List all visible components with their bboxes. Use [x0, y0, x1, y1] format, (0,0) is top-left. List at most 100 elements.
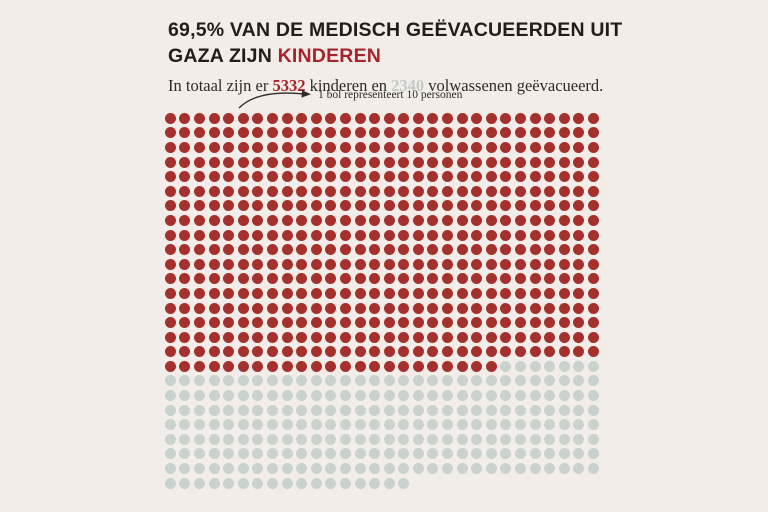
- dot-kinderen: [310, 317, 322, 329]
- dot-kinderen: [369, 156, 381, 168]
- dot-volwassenen: [456, 448, 468, 460]
- dot-kinderen: [544, 273, 556, 285]
- dot-kinderen: [223, 200, 235, 212]
- dot-volwassenen: [310, 477, 322, 489]
- dot-kinderen: [325, 258, 337, 270]
- dot-volwassenen: [281, 375, 293, 387]
- dot-kinderen: [588, 112, 600, 124]
- dot-volwassenen: [339, 477, 351, 489]
- dot-kinderen: [325, 214, 337, 226]
- dot-kinderen: [237, 214, 249, 226]
- dot-volwassenen: [208, 477, 220, 489]
- dot-volwassenen: [296, 463, 308, 475]
- dot-volwassenen: [500, 448, 512, 460]
- page-title-line1: 69,5% VAN DE MEDISCH GEËVACUEERDEN UIT: [168, 19, 623, 41]
- dot-kinderen: [296, 331, 308, 343]
- dot-kinderen: [266, 127, 278, 139]
- dot-kinderen: [529, 141, 541, 153]
- dot-kinderen: [500, 229, 512, 241]
- dot-kinderen: [398, 331, 410, 343]
- dot-volwassenen: [442, 404, 454, 416]
- dot-kinderen: [471, 258, 483, 270]
- dot-kinderen: [310, 273, 322, 285]
- dot-kinderen: [369, 185, 381, 197]
- dot-kinderen: [223, 273, 235, 285]
- dot-volwassenen: [544, 360, 556, 372]
- dot-kinderen: [412, 229, 424, 241]
- dot-kinderen: [237, 112, 249, 124]
- dot-volwassenen: [193, 375, 205, 387]
- dot-kinderen: [573, 200, 585, 212]
- dot-kinderen: [471, 346, 483, 358]
- dot-kinderen: [412, 141, 424, 153]
- dot-volwassenen: [281, 448, 293, 460]
- dot-volwassenen: [442, 375, 454, 387]
- dot-kinderen: [485, 287, 497, 299]
- dot-volwassenen: [544, 375, 556, 387]
- dot-volwassenen: [544, 448, 556, 460]
- dot-kinderen: [529, 273, 541, 285]
- dot-kinderen: [398, 200, 410, 212]
- dot-kinderen: [310, 171, 322, 183]
- dot-kinderen: [193, 287, 205, 299]
- dot-volwassenen: [500, 433, 512, 445]
- dot-kinderen: [471, 200, 483, 212]
- dot-volwassenen: [208, 390, 220, 402]
- dot-volwassenen: [237, 375, 249, 387]
- dot-kinderen: [558, 200, 570, 212]
- dot-volwassenen: [383, 419, 395, 431]
- dot-volwassenen: [588, 390, 600, 402]
- dot-volwassenen: [193, 390, 205, 402]
- dot-volwassenen: [354, 390, 366, 402]
- dot-kinderen: [383, 317, 395, 329]
- dot-kinderen: [208, 214, 220, 226]
- dot-kinderen: [427, 141, 439, 153]
- dot-kinderen: [354, 141, 366, 153]
- subtitle-text-middle: kinderen en: [305, 76, 392, 95]
- dot-volwassenen: [412, 463, 424, 475]
- dot-kinderen: [485, 171, 497, 183]
- dot-volwassenen: [515, 404, 527, 416]
- dot-volwassenen: [252, 433, 264, 445]
- dot-volwassenen: [325, 375, 337, 387]
- dot-kinderen: [310, 244, 322, 256]
- dot-kinderen: [515, 112, 527, 124]
- dot-kinderen: [164, 317, 176, 329]
- dot-kinderen: [354, 244, 366, 256]
- dot-volwassenen: [354, 477, 366, 489]
- dot-volwassenen: [485, 375, 497, 387]
- dot-kinderen: [281, 244, 293, 256]
- dot-kinderen: [266, 317, 278, 329]
- dot-kinderen: [398, 346, 410, 358]
- dot-volwassenen: [588, 463, 600, 475]
- dot-kinderen: [412, 185, 424, 197]
- dot-kinderen: [456, 360, 468, 372]
- dot-volwassenen: [383, 375, 395, 387]
- dot-kinderen: [252, 331, 264, 343]
- dot-kinderen: [515, 273, 527, 285]
- dot-kinderen: [412, 171, 424, 183]
- subtitle: In totaal zijn er 5332 kinderen en 2340 …: [168, 76, 628, 96]
- dot-volwassenen: [369, 375, 381, 387]
- dot-kinderen: [442, 317, 454, 329]
- dot-kinderen: [544, 287, 556, 299]
- dot-volwassenen: [339, 448, 351, 460]
- dot-kinderen: [193, 346, 205, 358]
- dot-kinderen: [237, 317, 249, 329]
- dot-kinderen: [179, 200, 191, 212]
- dot-kinderen: [266, 258, 278, 270]
- subtitle-text-after: volwassenen geëvacueerd.: [424, 76, 604, 95]
- dot-kinderen: [588, 258, 600, 270]
- dot-volwassenen: [281, 477, 293, 489]
- dot-kinderen: [223, 331, 235, 343]
- dot-kinderen: [558, 214, 570, 226]
- dot-kinderen: [588, 346, 600, 358]
- dot-kinderen: [398, 244, 410, 256]
- dot-kinderen: [383, 171, 395, 183]
- dot-kinderen: [456, 258, 468, 270]
- dot-volwassenen: [588, 360, 600, 372]
- dot-volwassenen: [471, 390, 483, 402]
- dot-kinderen: [412, 331, 424, 343]
- dot-kinderen: [383, 141, 395, 153]
- dot-kinderen: [223, 287, 235, 299]
